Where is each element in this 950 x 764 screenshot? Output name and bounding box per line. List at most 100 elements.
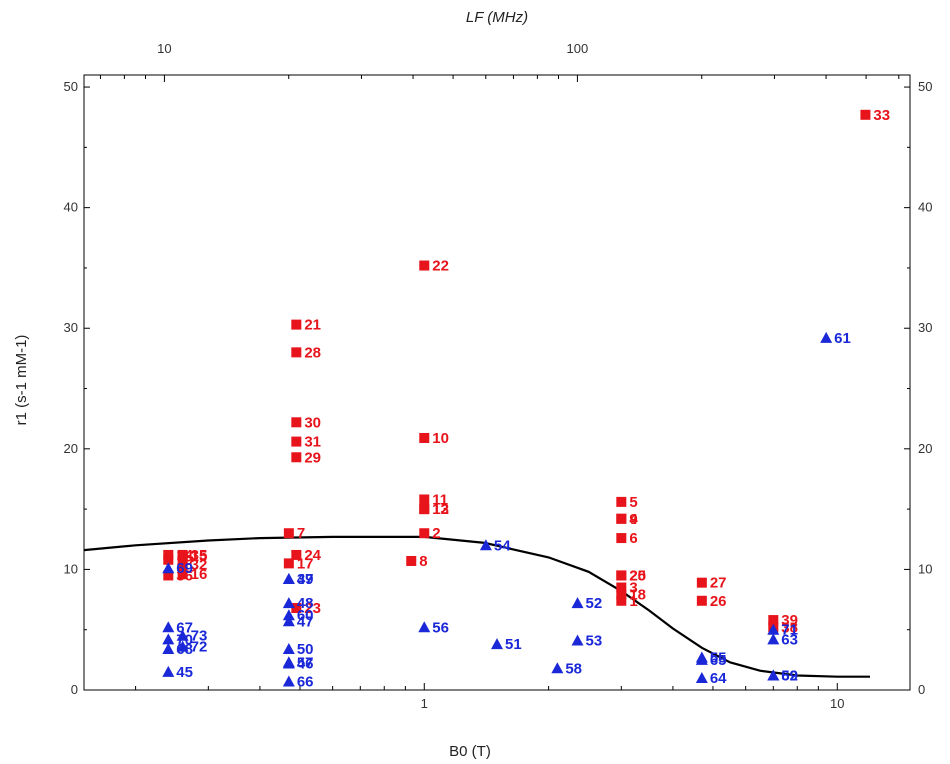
point-label: 55 <box>710 649 727 666</box>
axes: 0 0 10 10 20 20 30 30 40 40 50 50 1 10 10 100 <box>64 41 933 711</box>
point-label: 11 <box>432 491 448 508</box>
point-label: 16 <box>191 566 208 583</box>
square-marker <box>419 504 430 515</box>
fit-curve <box>83 535 870 678</box>
y-tick-label-left: 40 <box>64 200 78 215</box>
y-tick-label-right: 20 <box>918 441 932 456</box>
triangle-marker <box>767 633 780 645</box>
point-label: 70 <box>176 631 193 648</box>
square-marker <box>860 109 871 120</box>
square-marker <box>291 436 302 447</box>
square-marker <box>616 496 627 507</box>
point-label: 45 <box>176 664 193 681</box>
point-label: 14 <box>176 547 193 564</box>
y-tick-label-left: 50 <box>64 79 78 94</box>
square-marker <box>291 319 302 330</box>
triangle-marker <box>282 675 295 687</box>
triangle-marker <box>479 539 492 551</box>
x-axis-title: B0 (T) <box>449 743 491 760</box>
point-label: 37 <box>297 571 314 588</box>
point-label: 22 <box>432 258 449 275</box>
y-tick-label-left: 0 <box>71 682 78 697</box>
triangle-marker <box>162 621 175 633</box>
y-axis-title: r1 (s-1 mM-1) <box>13 335 30 426</box>
point-label: 13 <box>432 501 449 518</box>
point-label: 65 <box>710 652 727 669</box>
point-label: 61 <box>834 330 851 347</box>
point-label: 4 <box>629 511 638 528</box>
triangle-marker <box>571 597 584 609</box>
point-label: 2 <box>432 525 440 542</box>
point-label: 52 <box>586 595 603 612</box>
point-label: 50 <box>297 641 314 658</box>
square-marker <box>419 494 430 505</box>
point-label: 39 <box>781 612 798 629</box>
triangle-marker <box>162 633 175 645</box>
point-label: 53 <box>586 633 603 650</box>
point-label: 30 <box>304 414 321 431</box>
square-marker <box>291 417 302 428</box>
point-label: 9 <box>629 511 637 528</box>
square-marker <box>696 577 707 588</box>
square-marker <box>419 260 430 271</box>
point-label: 71 <box>781 622 798 639</box>
point-label: 58 <box>565 660 582 677</box>
point-label: 63 <box>781 631 798 648</box>
triangle-marker <box>176 640 189 652</box>
triangle-marker <box>820 331 833 343</box>
square-marker <box>406 555 417 566</box>
point-label: 51 <box>505 636 522 653</box>
point-label: 28 <box>304 344 321 361</box>
square-marker <box>419 528 430 539</box>
square-marker <box>616 533 627 544</box>
point-label: 25 <box>629 567 646 584</box>
square-marker <box>291 603 302 613</box>
point-label: 73 <box>191 628 208 645</box>
square-marker <box>616 582 627 593</box>
square-marker <box>291 347 302 358</box>
point-label: 19 <box>176 552 193 569</box>
point-label: 10 <box>432 430 449 447</box>
triangle-marker <box>282 573 295 585</box>
square-marker <box>616 595 627 606</box>
square-marker <box>177 559 188 570</box>
point-label: 27 <box>710 575 727 592</box>
square-marker <box>177 551 188 562</box>
point-label: 5 <box>629 494 637 511</box>
point-label: 72 <box>191 639 208 656</box>
point-label: 20 <box>629 567 646 584</box>
triangle-marker <box>418 621 431 633</box>
square-marker <box>177 569 188 580</box>
top-tick-label: 10 <box>157 41 171 56</box>
point-label: 31 <box>304 434 321 451</box>
point-label: 49 <box>297 571 314 588</box>
point-label: 8 <box>419 553 427 570</box>
y-tick-label-right: 50 <box>918 79 932 94</box>
point-label: 38 <box>781 619 798 636</box>
point-label: 56 <box>432 619 449 636</box>
point-label: 48 <box>297 595 314 612</box>
x-tick-label: 10 <box>830 696 844 711</box>
triangle-marker <box>767 669 780 681</box>
point-label: 59 <box>781 668 798 685</box>
point-label: 17 <box>297 555 314 572</box>
y-tick-label-left: 10 <box>64 561 78 576</box>
triangle-marker <box>695 653 708 665</box>
point-label: 1 <box>629 593 637 610</box>
point-label: 35 <box>191 547 208 564</box>
triangle-marker <box>176 629 189 641</box>
point-label: 21 <box>304 317 321 334</box>
point-label: 67 <box>176 619 193 636</box>
triangle-marker <box>551 662 564 674</box>
point-label: 47 <box>297 613 314 630</box>
triangle-marker <box>282 615 295 627</box>
point-label: 57 <box>297 654 314 671</box>
triangle-marker <box>162 665 175 677</box>
point-label: 24 <box>304 547 321 564</box>
y-tick-label-right: 0 <box>918 682 925 697</box>
square-marker <box>768 615 779 626</box>
square-marker <box>291 452 302 463</box>
point-label: 3 <box>629 580 637 597</box>
point-label: 68 <box>176 641 193 658</box>
